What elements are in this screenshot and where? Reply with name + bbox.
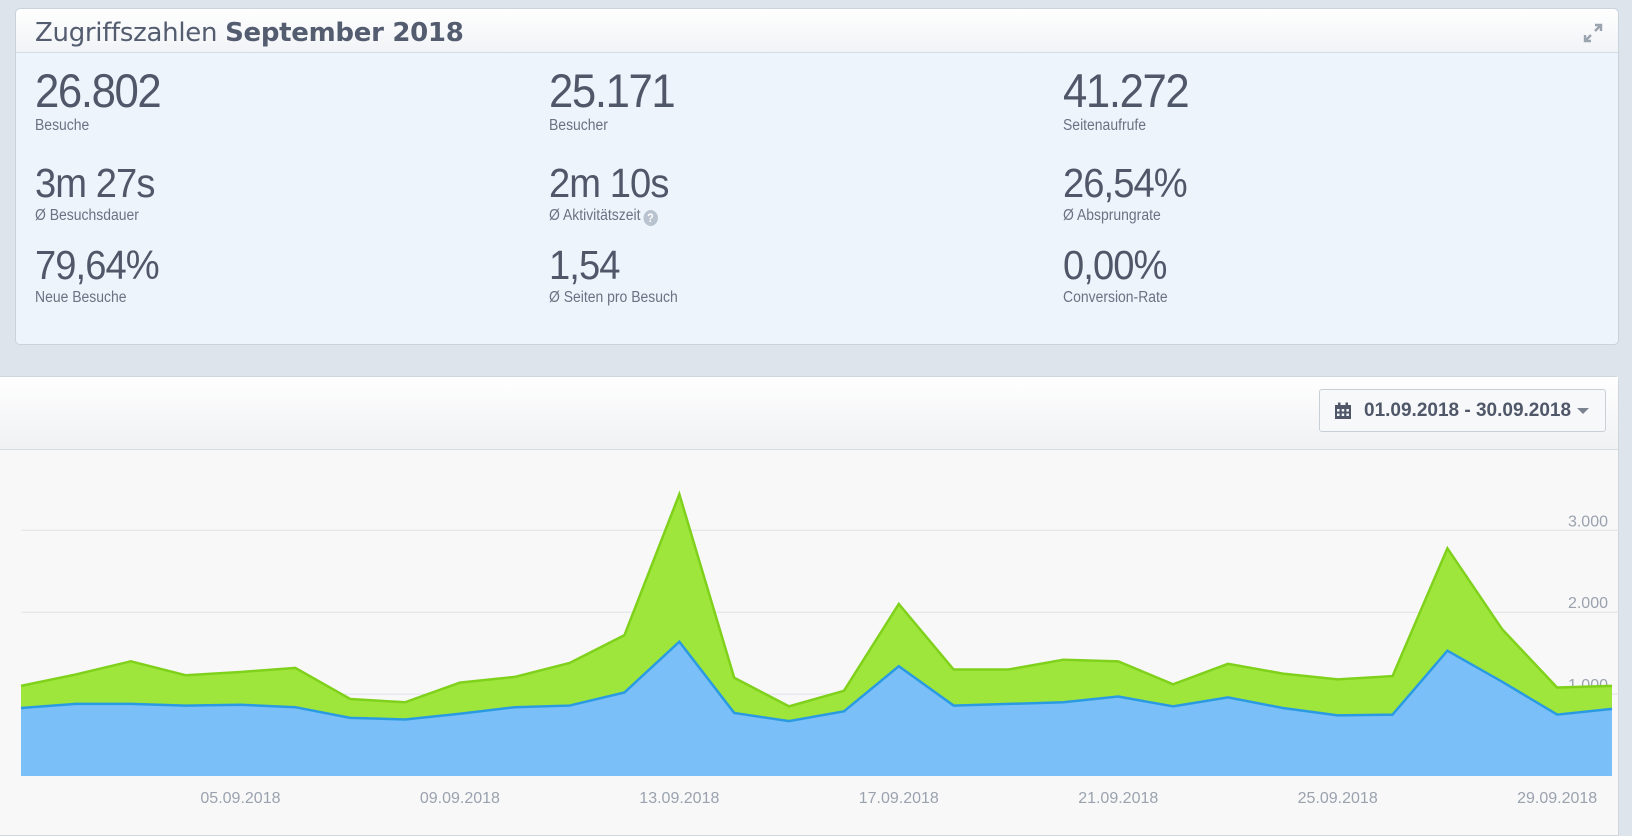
- y-tick-label: 3.000: [1568, 513, 1608, 530]
- stats-panel: Zugriffszahlen September 2018 26.802 Bes…: [15, 8, 1619, 345]
- expand-icon[interactable]: [1582, 22, 1604, 44]
- panel-title: Zugriffszahlen September 2018: [35, 18, 464, 48]
- x-tick-label: 17.09.2018: [859, 790, 939, 807]
- kpi-pageviews: 41.272 Seitenaufrufe: [1063, 64, 1190, 134]
- x-tick-label: 09.09.2018: [420, 790, 500, 807]
- x-tick-label: 29.09.2018: [1517, 790, 1597, 807]
- series-upper-line: [20, 490, 1613, 708]
- kpi-avg-activity-time: 2m 10s Ø Aktivitätszeit?: [549, 160, 669, 226]
- visits-area-chart: 01.0002.0003.00005.09.201809.09.201813.0…: [20, 490, 1619, 807]
- panel-header: Zugriffszahlen September 2018: [16, 9, 1618, 53]
- chart-toolbar: 01.09.2018 - 30.09.2018: [0, 377, 1618, 450]
- series-lower-area: [21, 641, 1612, 776]
- y-tick-label: 2.000: [1568, 595, 1608, 612]
- x-tick-label: 21.09.2018: [1078, 790, 1158, 807]
- calendar-icon: [1335, 402, 1351, 419]
- kpi-visitors: 25.171 Besucher: [549, 64, 676, 134]
- x-tick-label: 05.09.2018: [200, 790, 280, 807]
- kpi-bounce-rate: 26,54% Ø Absprungrate: [1063, 160, 1188, 225]
- x-tick-label: 13.09.2018: [639, 790, 719, 807]
- series-lower-line: [20, 639, 1613, 723]
- kpi-new-visits: 79,64% Neue Besuche: [35, 242, 160, 307]
- kpi-visits: 26.802 Besuche: [35, 64, 162, 134]
- kpi-conversion-rate: 0,00% Conversion-Rate: [1063, 242, 1168, 307]
- kpi-pages-per-visit: 1,54 Ø Seiten pro Besuch: [549, 242, 678, 307]
- question-circle-icon[interactable]: ?: [643, 210, 658, 226]
- chevron-down-icon: [1577, 407, 1590, 414]
- x-tick-label: 25.09.2018: [1298, 790, 1378, 807]
- date-range-button[interactable]: 01.09.2018 - 30.09.2018: [1319, 389, 1606, 432]
- kpi-avg-visit-duration: 3m 27s Ø Besuchsdauer: [35, 160, 155, 225]
